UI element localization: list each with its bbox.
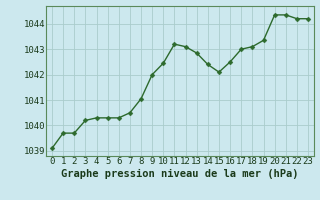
X-axis label: Graphe pression niveau de la mer (hPa): Graphe pression niveau de la mer (hPa) <box>61 169 299 179</box>
